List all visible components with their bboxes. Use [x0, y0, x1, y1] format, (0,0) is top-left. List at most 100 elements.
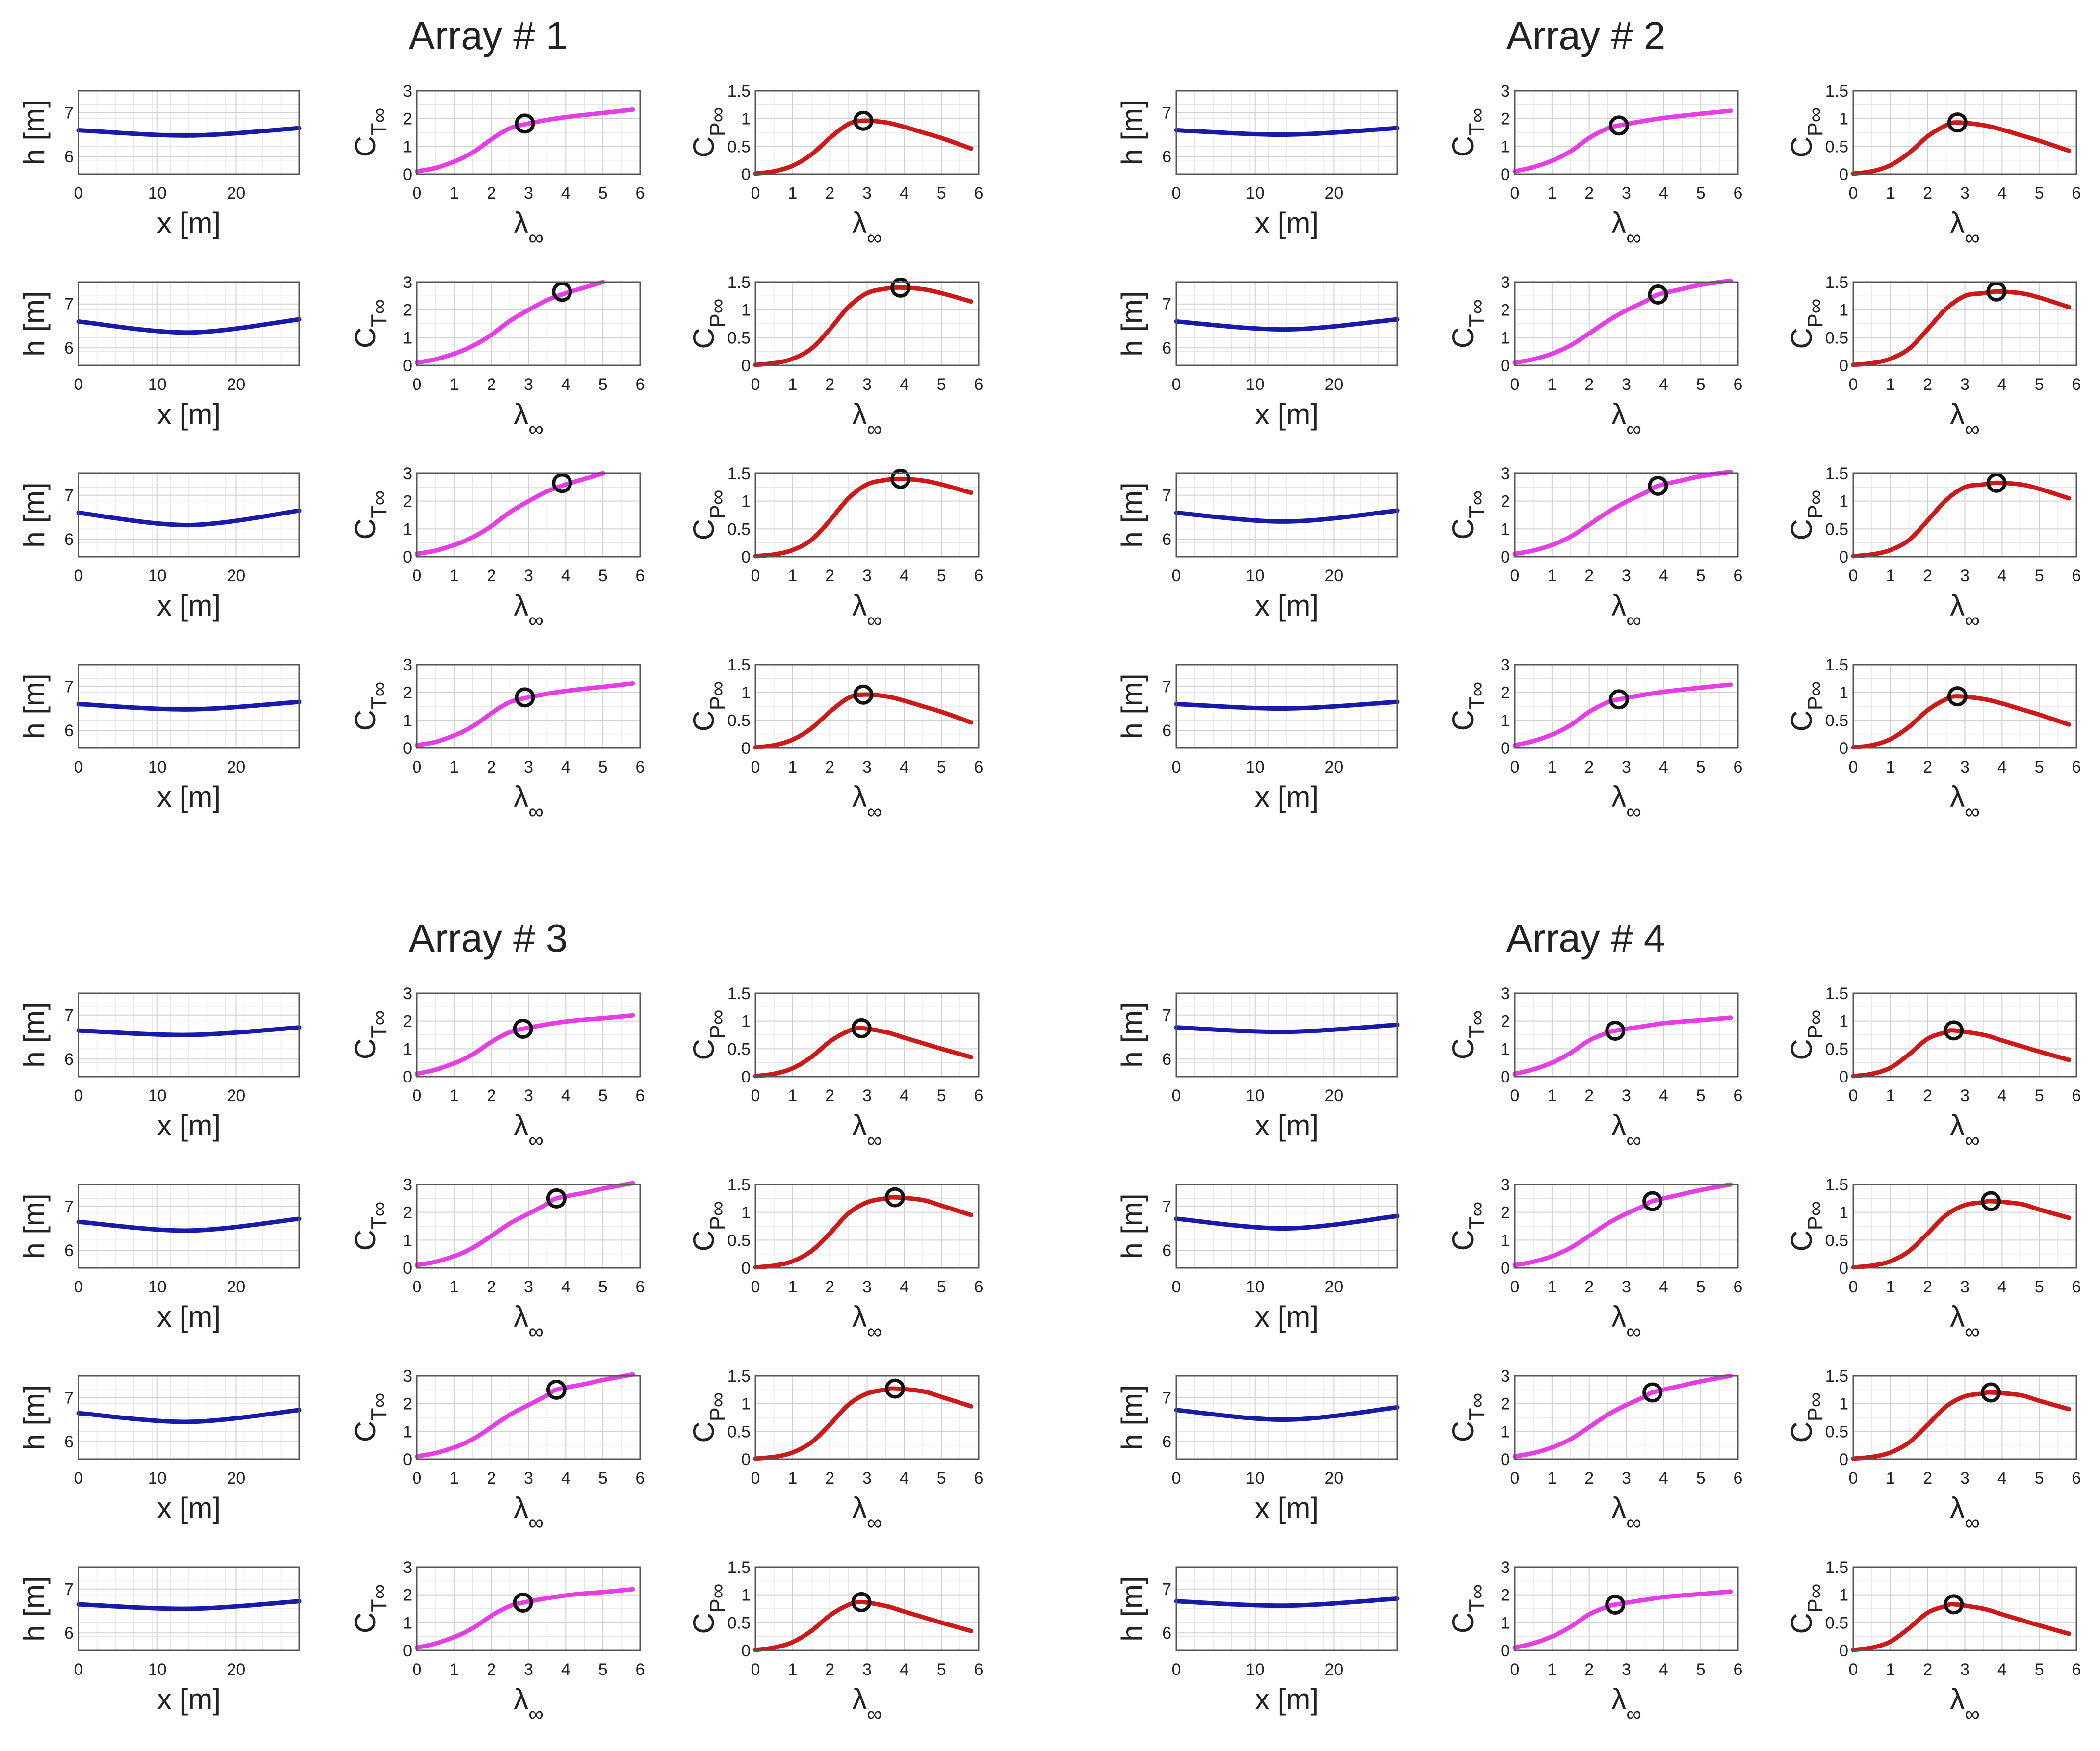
- ct-y-axis-label: CT∞: [349, 490, 391, 540]
- ct-x-tick-label: 1: [1547, 1469, 1556, 1488]
- profile-axes-frame: [78, 1566, 300, 1651]
- profile-y-tick-label: 6: [64, 1624, 74, 1643]
- cp-x-tick-label: 5: [2035, 566, 2044, 585]
- ct-x-tick-label: 0: [413, 1086, 422, 1105]
- cp-x-tick-label: 5: [2035, 1086, 2044, 1105]
- ct-y-tick-label: 0: [1501, 548, 1510, 566]
- ct-y-tick-label: 3: [1501, 1367, 1510, 1386]
- ct-x-tick-label: 6: [1734, 758, 1743, 776]
- ct-y-tick-label: 1: [1501, 1040, 1510, 1058]
- profile-y-tick-label: 7: [1162, 104, 1171, 123]
- ct-y-tick-label: 0: [1501, 739, 1510, 758]
- ct-x-tick-label: 2: [1584, 1086, 1594, 1105]
- cp-y-tick-label: 1.5: [1825, 82, 1848, 101]
- ct-x-tick-label: 1: [449, 758, 459, 776]
- cp-curve: [753, 1386, 974, 1461]
- profile-x-axis-label: x [m]: [1255, 206, 1319, 239]
- ct-y-axis-label: CT∞: [349, 1393, 391, 1442]
- ct-y-tick-label: 0: [403, 739, 412, 758]
- profile-x-tick-label: 10: [148, 1660, 167, 1679]
- cp-y-tick-label: 1.5: [727, 273, 751, 292]
- ct-x-tick-label: 5: [1696, 184, 1706, 203]
- ct-x-tick-label: 0: [1510, 566, 1520, 585]
- cp-optimum-marker: [1986, 472, 2007, 493]
- cp-y-tick-label: 0.5: [1825, 329, 1848, 347]
- cp-x-axis-label: λ∞: [852, 1492, 882, 1535]
- cp-x-tick-label: 3: [1960, 1660, 1970, 1679]
- cp-y-tick-label: 1: [1839, 1204, 1848, 1222]
- cp-x-tick-label: 2: [825, 1469, 834, 1488]
- cp-x-tick-label: 1: [1886, 1469, 1895, 1488]
- cp-x-tick-label: 0: [751, 1469, 760, 1488]
- ct-panel: 0 1 2 3 4 5 6 0 1 2 3 λ∞ CT∞: [349, 1367, 645, 1535]
- profile-curve: [76, 508, 302, 528]
- cp-y-tick-label: 0.5: [727, 711, 751, 730]
- ct-y-axis-label: CT∞: [1447, 490, 1489, 540]
- cp-y-tick-label: 0: [741, 165, 751, 184]
- profile-curve: [1174, 699, 1400, 711]
- ct-y-tick-label: 1: [1501, 329, 1510, 347]
- cp-x-tick-label: 3: [862, 758, 872, 776]
- cp-axes-frame: [754, 1566, 980, 1651]
- profile-x-tick-label: 0: [74, 566, 83, 585]
- profile-panel: 0 10 20 6 7 x [m] h [m]: [18, 1566, 302, 1716]
- cp-y-tick-label: 0.5: [727, 1231, 751, 1250]
- cp-y-tick-label: 1: [741, 684, 751, 702]
- cp-y-tick-label: 0.5: [1825, 1614, 1848, 1632]
- ct-x-tick-label: 3: [1622, 375, 1631, 394]
- cp-x-tick-label: 2: [825, 1278, 834, 1296]
- cp-y-tick-label: 1: [1839, 301, 1848, 320]
- ct-x-tick-label: 0: [1510, 375, 1520, 394]
- profile-x-tick-label: 0: [1172, 1660, 1181, 1679]
- profile-x-tick-label: 10: [148, 375, 167, 394]
- ct-y-tick-label: 2: [1501, 110, 1510, 129]
- ct-x-tick-label: 3: [1622, 1278, 1631, 1296]
- cp-x-tick-label: 1: [1886, 758, 1895, 776]
- ct-curve: [1512, 1589, 1733, 1650]
- cp-x-axis-label: λ∞: [852, 1109, 882, 1152]
- profile-axes-frame: [1175, 281, 1398, 366]
- ct-y-tick-label: 0: [403, 1450, 412, 1469]
- cp-x-tick-label: 6: [974, 566, 984, 585]
- ct-panel: 0 1 2 3 4 5 6 0 1 2 3 λ∞ CT∞: [349, 82, 645, 250]
- ct-y-axis-label: CT∞: [349, 1010, 391, 1060]
- array-title: Array # 4: [1506, 916, 1666, 960]
- ct-y-tick-label: 1: [1501, 1422, 1510, 1441]
- cp-x-tick-label: 4: [1997, 566, 2007, 585]
- cp-y-tick-label: 1: [741, 1586, 751, 1605]
- ct-x-tick-label: 4: [561, 758, 570, 776]
- cp-y-axis-label: CP∞: [687, 681, 729, 732]
- ct-y-tick-label: 2: [403, 1395, 412, 1414]
- ct-x-tick-label: 5: [598, 1469, 608, 1488]
- profile-panel: 0 10 20 6 7 x [m] h [m]: [1115, 1375, 1400, 1524]
- cp-optimum-marker: [1944, 1594, 1964, 1615]
- ct-x-axis-label: λ∞: [514, 780, 544, 824]
- profile-x-axis-label: x [m]: [1255, 1109, 1319, 1142]
- profile-x-tick-label: 20: [1325, 566, 1344, 585]
- ct-optimum-marker: [1605, 1595, 1626, 1615]
- cp-y-tick-label: 0: [741, 1450, 751, 1469]
- ct-y-axis-label: CT∞: [349, 1584, 391, 1634]
- ct-axes-frame: [416, 664, 641, 749]
- ct-curve: [1512, 278, 1733, 365]
- ct-curve: [415, 1372, 635, 1459]
- cp-x-tick-label: 3: [862, 1278, 872, 1296]
- ct-x-tick-label: 3: [1622, 1086, 1631, 1105]
- cp-axes-frame: [754, 992, 980, 1078]
- profile-x-tick-label: 10: [148, 758, 167, 776]
- ct-y-axis-label: CT∞: [1447, 108, 1489, 157]
- cp-curve: [753, 476, 974, 559]
- profile-curve: [1174, 126, 1400, 137]
- ct-x-tick-label: 2: [1584, 1469, 1594, 1488]
- cp-y-axis-label: CP∞: [687, 1201, 729, 1252]
- ct-x-tick-label: 4: [1659, 1086, 1668, 1105]
- profile-y-tick-label: 6: [64, 530, 74, 549]
- cp-x-tick-label: 4: [1997, 1469, 2007, 1488]
- cp-optimum-marker: [890, 468, 911, 489]
- ct-x-tick-label: 6: [636, 1660, 645, 1679]
- cp-x-tick-label: 1: [788, 1660, 797, 1679]
- ct-y-tick-label: 3: [1501, 984, 1510, 1003]
- ct-curve: [1512, 108, 1733, 174]
- cp-panel: 0 1 2 3 4 5 6 0 0.5 1 1.5 λ∞ CP∞: [687, 1176, 983, 1343]
- cp-y-tick-label: 0: [741, 1259, 751, 1278]
